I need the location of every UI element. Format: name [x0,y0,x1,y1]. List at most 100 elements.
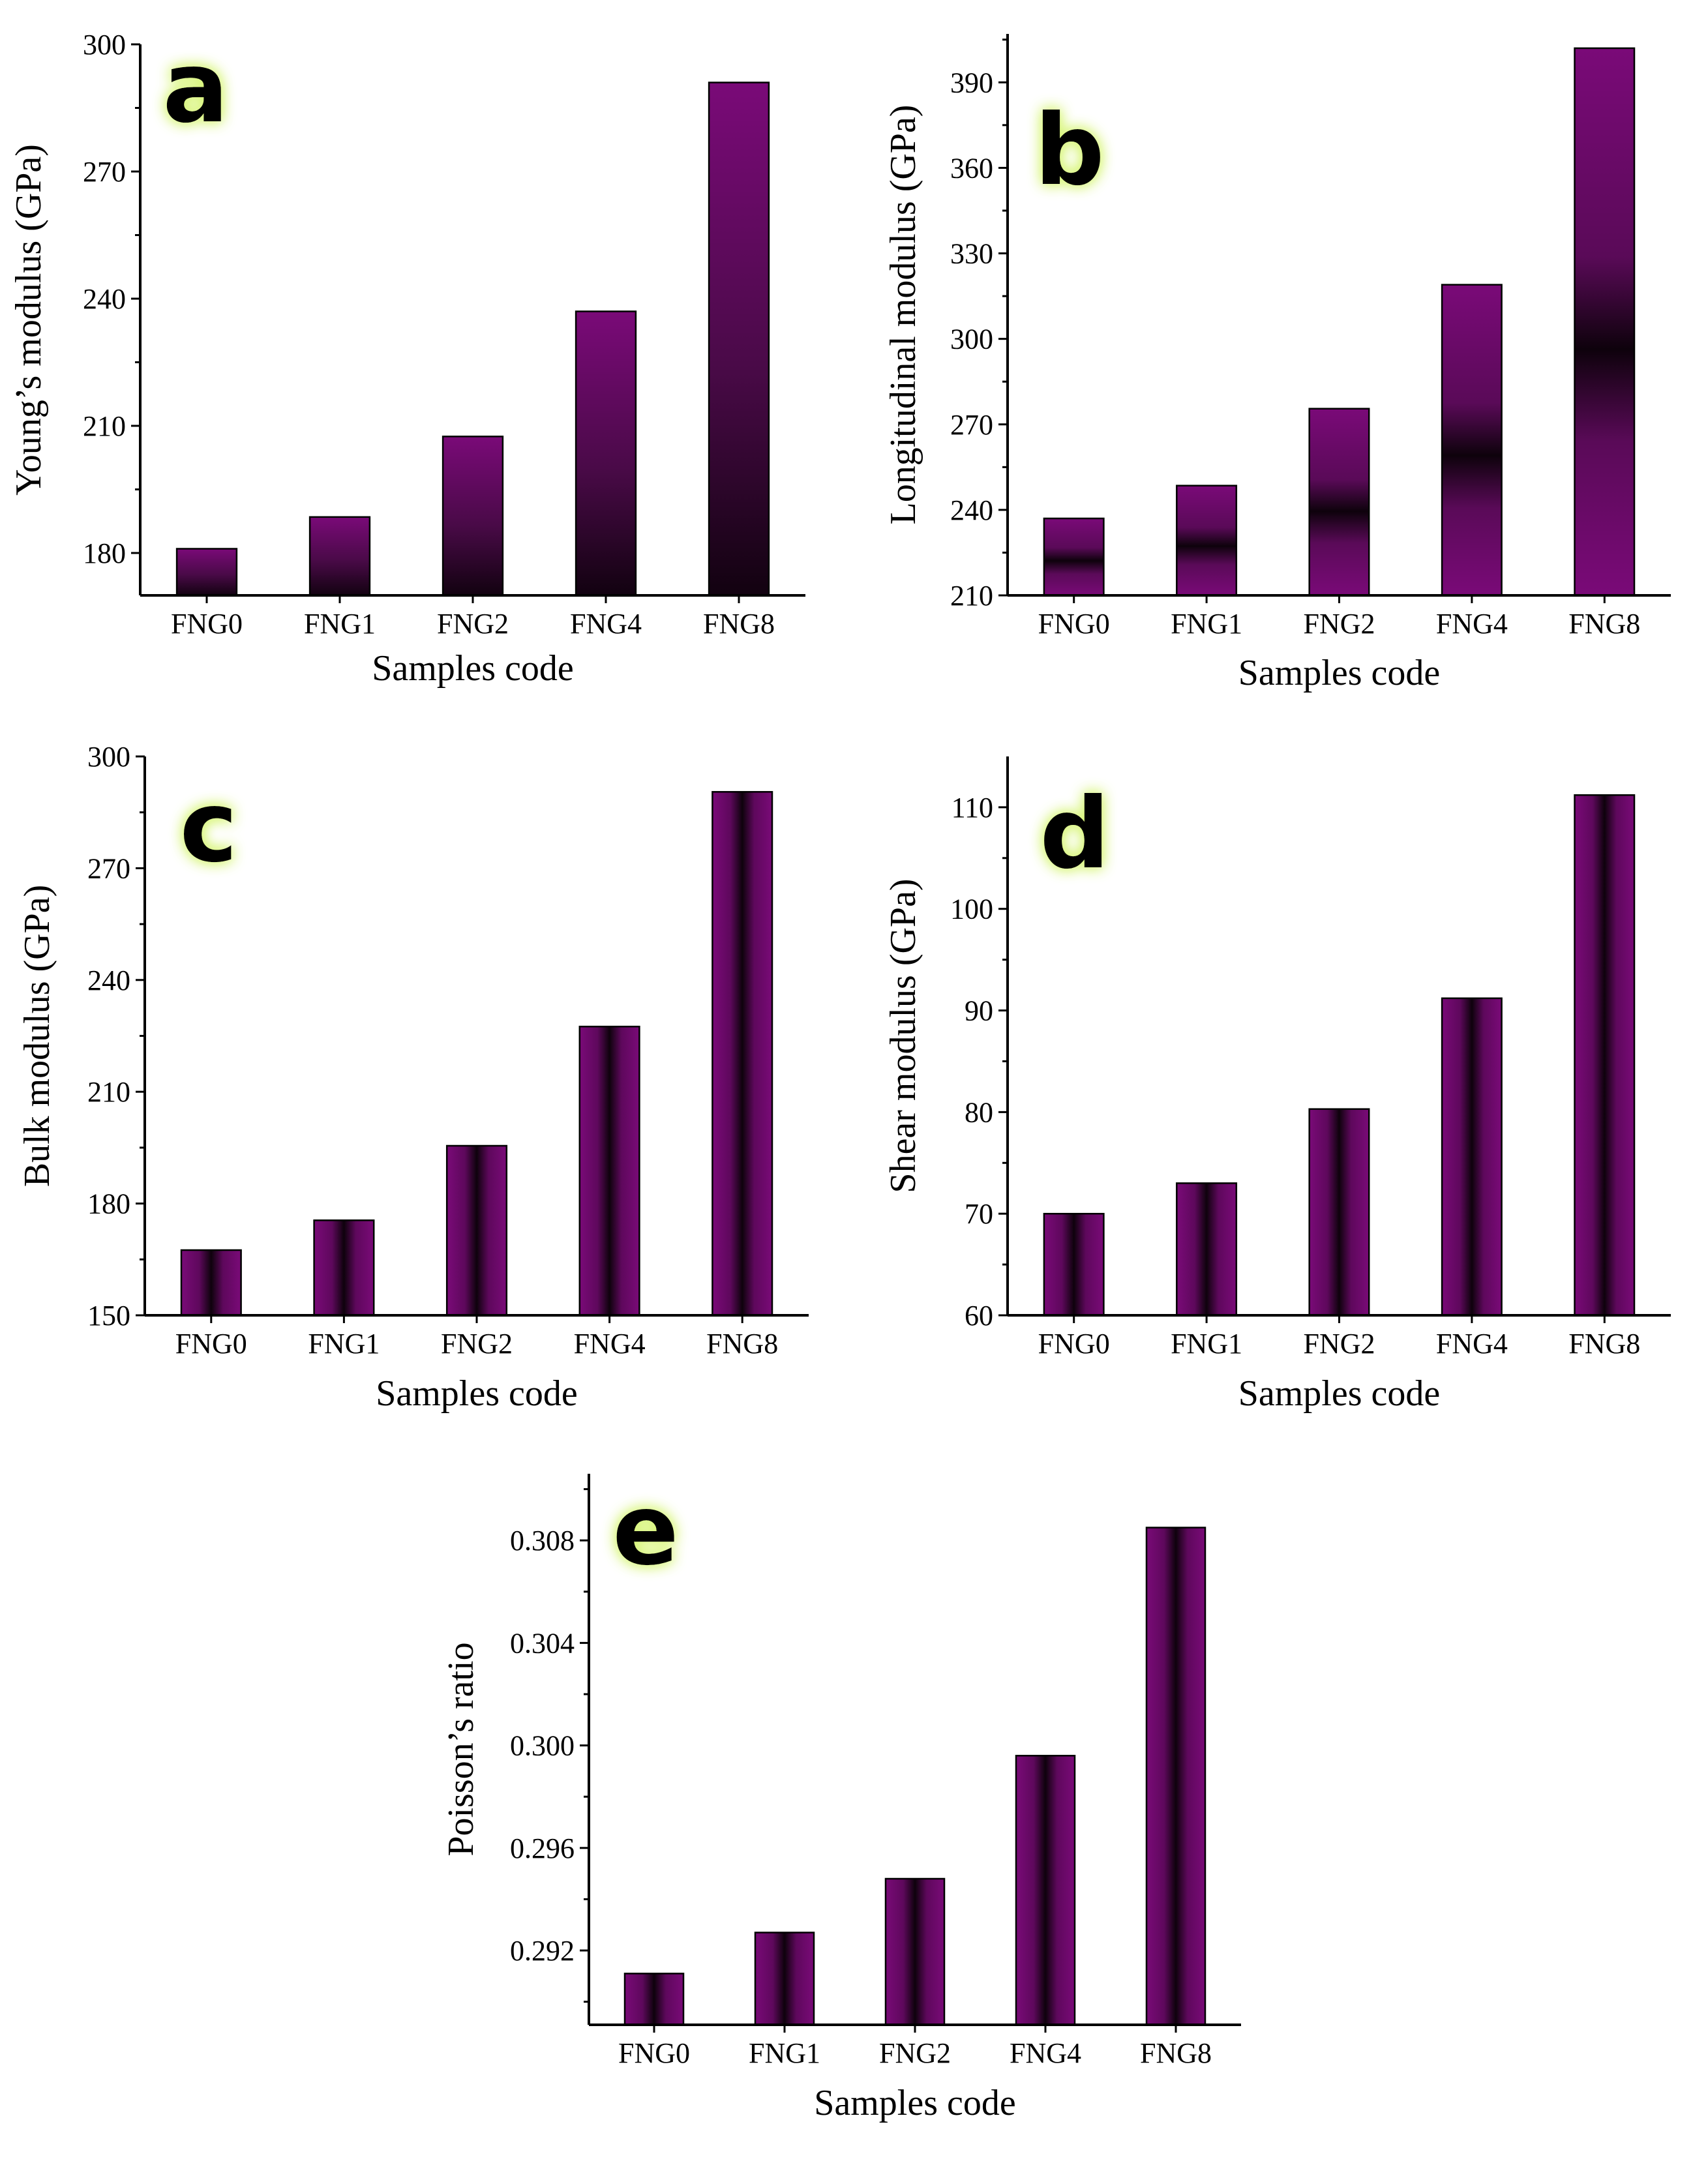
y-tick-label-a: 180 [83,537,126,569]
x-tick-label-d-fng1: FNG1 [1171,1328,1242,1360]
bar-e-fng1 [754,1932,815,2026]
x-tick-label-d-fng8: FNG8 [1568,1328,1640,1360]
x-tick-label-e-fng2: FNG2 [879,2037,951,2069]
bar-c-fng1 [313,1219,375,1317]
x-tick-label-e-fng1: FNG1 [749,2037,820,2069]
y-axis-title-d: Shear modulus (GPa) [883,878,923,1193]
y-tick-label-d: 110 [951,792,993,824]
x-tick-label-c-fng2: FNG2 [441,1328,513,1360]
panel-letter-c: c [180,771,238,884]
x-axis-title-d: Samples code [1238,1373,1440,1414]
x-tick-label-d-fng0: FNG0 [1038,1328,1110,1360]
x-tick-label-a-fng8: FNG8 [703,608,775,640]
x-tick-label-c-fng1: FNG1 [308,1328,380,1360]
x-tick-label-a-fng1: FNG1 [304,608,376,640]
bar-b-fng4 [1441,284,1503,597]
x-tick-label-e-fng8: FNG8 [1140,2037,1212,2069]
x-tick-label-d-fng4: FNG4 [1436,1328,1508,1360]
bar-a-fng2 [442,436,504,597]
bar-b-fng1 [1176,485,1238,597]
bar-d-fng1 [1176,1182,1238,1317]
bar-a-fng1 [308,516,371,597]
y-axis-title-c: Bulk modulus (GPa) [17,885,57,1187]
bar-d-fng4 [1441,997,1503,1317]
bar-c-fng2 [445,1144,508,1317]
y-tick-label-e: 0.292 [510,1935,575,1967]
chart-panel-d: 60 70 80 90 100 110 FNG0 FNG1 FNG2 FNG4 FNG8 Sample… [883,756,1671,1414]
y-tick-label-c: 300 [87,741,130,773]
y-tick-label-e: 0.300 [510,1730,575,1762]
x-tick-label-b-fng2: FNG2 [1303,608,1375,640]
x-tick-label-b-fng4: FNG4 [1436,608,1508,640]
bar-a-fng4 [575,310,637,597]
bar-e-fng0 [623,1973,685,2026]
y-axis-title-a: Young’s modulus (GPa) [8,144,49,496]
y-tick-label-a: 270 [83,156,126,188]
chart-panel-a: 180 210 240 270 300 FNG0 FNG1 FNG2 FNG4 FNG8 Sampl… [8,29,805,689]
bar-b-fng8 [1574,47,1636,597]
x-tick-label-c-fng8: FNG8 [706,1328,778,1360]
x-tick-label-a-fng0: FNG0 [171,608,243,640]
x-tick-label-e-fng4: FNG4 [1010,2037,1081,2069]
bar-d-fng0 [1043,1212,1105,1317]
panel-letter-a: a [162,31,228,145]
x-tick-label-a-fng4: FNG4 [570,608,642,640]
bar-b-fng0 [1043,517,1105,597]
y-tick-label-b: 330 [950,238,993,270]
panel-letter-e: e [612,1474,679,1587]
x-tick-label-e-fng0: FNG0 [618,2037,690,2069]
y-tick-label-c: 240 [87,964,130,996]
y-tick-label-a: 300 [83,29,126,61]
bar-c-fng0 [180,1249,242,1317]
y-tick-label-d: 60 [965,1300,993,1332]
bar-c-fng8 [712,791,773,1317]
bar-d-fng2 [1308,1108,1370,1317]
bar-a-fng8 [708,82,770,597]
bar-e-fng4 [1015,1755,1076,2026]
x-axis-title-c: Samples code [376,1373,577,1414]
y-tick-label-d: 100 [950,893,993,925]
panel-letter-d: d [1040,777,1109,891]
y-tick-label-b: 240 [950,494,993,526]
y-tick-label-a: 210 [83,410,126,442]
chart-panel-c: 150 180 210 240 270 300 FNG0 FNG1 FNG2 FNG4 FNG8 Sa… [17,741,809,1414]
x-axis-title-b: Samples code [1238,653,1440,693]
chart-panel-b: 210 240 270 300 330 360 390 FNG0 FNG1 FNG2 FNG4 FNG… [883,34,1671,693]
y-tick-label-a: 240 [83,283,126,315]
y-tick-label-b: 390 [950,67,993,98]
bar-e-fng8 [1145,1527,1206,2026]
chart-panel-e: 0.292 0.296 0.300 0.304 0.308 FNG0 FNG1 FNG2 FNG… [441,1474,1241,2123]
y-tick-label-b: 360 [950,152,993,184]
x-axis-title-e: Samples code [814,2083,1015,2123]
y-tick-label-e: 0.308 [510,1525,575,1557]
y-tick-label-e: 0.296 [510,1832,575,1864]
x-tick-label-b-fng0: FNG0 [1038,608,1110,640]
y-tick-label-c: 150 [87,1300,130,1332]
y-tick-label-c: 210 [87,1076,130,1108]
y-tick-label-b: 210 [950,580,993,612]
x-tick-label-c-fng0: FNG0 [175,1328,247,1360]
x-tick-label-a-fng2: FNG2 [437,608,509,640]
x-tick-label-b-fng8: FNG8 [1568,608,1640,640]
y-axis-title-e: Poisson’s ratio [441,1642,481,1856]
bar-a-fng0 [175,548,238,597]
y-axis-title-b: Longitudinal modulus (GPa) [883,105,923,525]
bar-d-fng8 [1574,794,1636,1317]
panel-letter-b: b [1034,94,1104,207]
x-tick-label-d-fng2: FNG2 [1303,1328,1375,1360]
x-tick-label-c-fng4: FNG4 [574,1328,646,1360]
x-tick-label-b-fng1: FNG1 [1171,608,1242,640]
bar-c-fng4 [578,1025,640,1317]
y-tick-label-b: 300 [950,323,993,355]
y-tick-label-e: 0.304 [510,1627,575,1659]
y-tick-label-c: 180 [87,1188,130,1220]
y-tick-label-d: 80 [965,1096,993,1128]
y-tick-label-b: 270 [950,409,993,441]
x-axis-title-a: Samples code [372,648,573,689]
bar-b-fng2 [1308,408,1370,597]
y-tick-label-d: 90 [965,995,993,1027]
y-tick-label-d: 70 [965,1198,993,1230]
y-tick-label-c: 270 [87,852,130,884]
bar-e-fng2 [884,1877,946,2026]
